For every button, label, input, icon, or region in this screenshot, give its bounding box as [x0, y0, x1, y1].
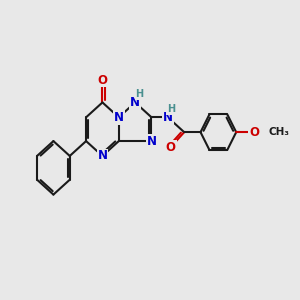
Text: O: O [98, 74, 107, 87]
Text: H: H [167, 104, 175, 114]
Text: H: H [135, 89, 143, 99]
Text: CH₃: CH₃ [268, 127, 289, 137]
Text: O: O [166, 140, 176, 154]
Text: N: N [130, 96, 140, 109]
Text: N: N [114, 111, 124, 124]
Text: O: O [249, 126, 259, 139]
Text: N: N [98, 149, 107, 162]
Text: N: N [163, 111, 173, 124]
Text: N: N [146, 135, 157, 148]
